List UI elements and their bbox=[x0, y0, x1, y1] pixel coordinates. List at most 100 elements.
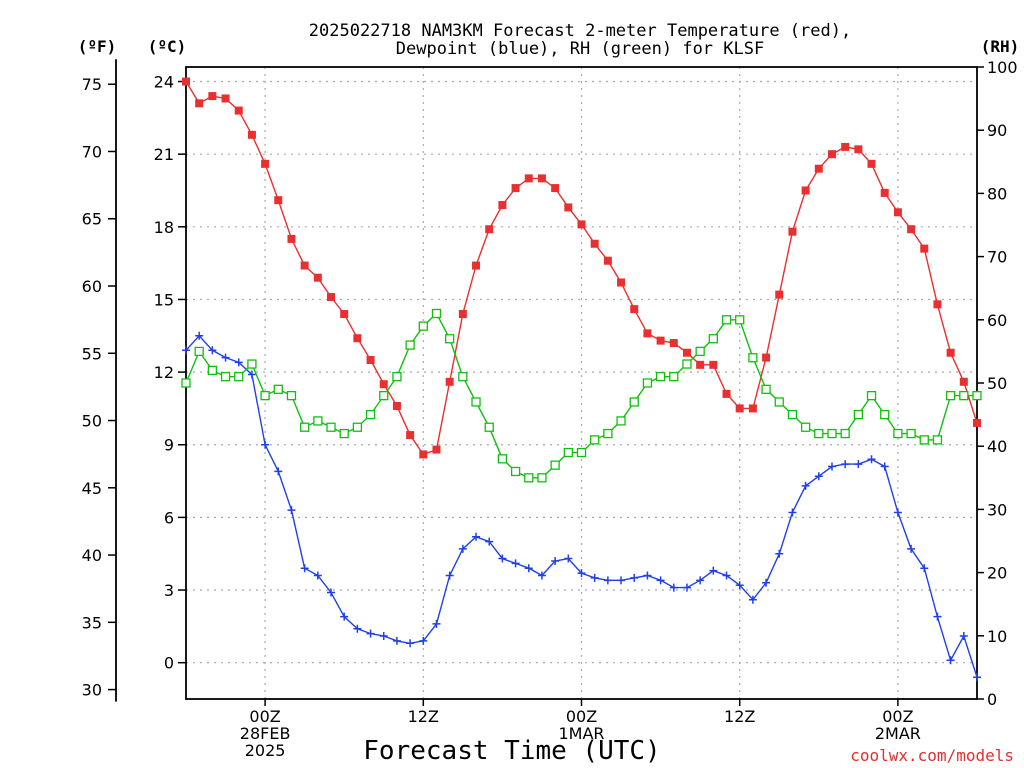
dewpoint-point bbox=[511, 559, 520, 568]
rh-point bbox=[932, 435, 943, 445]
rh-point bbox=[339, 428, 349, 439]
temperature-point bbox=[630, 305, 639, 314]
rh-tick-label: 70 bbox=[987, 248, 1007, 267]
temperature-point bbox=[313, 273, 322, 282]
temperature-point bbox=[419, 450, 428, 459]
rh-point bbox=[220, 372, 231, 382]
dewpoint-point bbox=[247, 370, 256, 379]
dewpoint-point bbox=[353, 624, 362, 633]
dewpoint-point bbox=[577, 569, 586, 578]
temperature-point bbox=[564, 203, 573, 212]
dewpoint-point bbox=[366, 629, 375, 638]
dewpoint-point bbox=[775, 549, 784, 558]
rh-point bbox=[194, 346, 204, 357]
rh-point bbox=[510, 466, 521, 477]
temperature-point bbox=[973, 418, 981, 427]
temperature-point bbox=[827, 150, 836, 159]
temperature-point bbox=[643, 329, 652, 338]
rh-point bbox=[708, 334, 718, 344]
temperature-point bbox=[524, 174, 533, 183]
rh-tick-label: 20 bbox=[987, 564, 1007, 583]
temperature-point bbox=[537, 174, 546, 183]
dewpoint-point bbox=[643, 571, 652, 580]
temperature-point bbox=[933, 300, 942, 309]
rh-tick-label: 10 bbox=[987, 627, 1007, 646]
temperature-point bbox=[406, 431, 415, 440]
dewpoint-point bbox=[300, 564, 309, 573]
rh-point bbox=[431, 308, 442, 319]
dewpoint-point bbox=[458, 544, 467, 553]
rh-point bbox=[827, 428, 837, 439]
rh-point bbox=[774, 397, 784, 407]
celsius-tick-label: 12 bbox=[154, 363, 174, 382]
chart-axes: 30 35 40 45 50 55 60 65 70 75 0 3 6 9 12 15 18 21 24 0 10 20 3… bbox=[82, 58, 1018, 760]
x-tick-label: 28FEB bbox=[240, 724, 291, 743]
celsius-tick-label: 21 bbox=[154, 145, 174, 164]
temperature-point bbox=[709, 360, 718, 369]
rh-point bbox=[299, 422, 310, 432]
dewpoint-point bbox=[788, 508, 797, 517]
rh-point bbox=[669, 372, 679, 382]
temperature-point bbox=[234, 106, 243, 115]
fahrenheit-tick-label: 50 bbox=[82, 412, 102, 431]
x-tick-label: 00Z bbox=[566, 707, 597, 726]
rh-point bbox=[590, 435, 600, 445]
celsius-tick-label: 18 bbox=[154, 218, 174, 237]
temperature-point bbox=[458, 309, 467, 318]
temperature-point bbox=[432, 445, 441, 454]
rh-tick-label: 100 bbox=[987, 58, 1018, 77]
dewpoint-point bbox=[907, 544, 916, 553]
dewpoint-point bbox=[313, 571, 322, 580]
temperature-point bbox=[247, 130, 256, 139]
fahrenheit-tick-label: 30 bbox=[82, 681, 102, 700]
rh-point bbox=[866, 390, 877, 401]
fahrenheit-tick-label: 40 bbox=[82, 546, 102, 565]
rh-point bbox=[537, 473, 547, 483]
dewpoint-point bbox=[669, 583, 678, 592]
x-axis-title: Forecast Time (UTC) bbox=[363, 736, 660, 766]
chart-title-line1: 2025022718 NAM3KM Forecast 2-meter Tempe… bbox=[309, 21, 851, 41]
chart-title-line2: Dewpoint (blue), RH (green) for KLSF bbox=[396, 39, 764, 59]
dewpoint-point bbox=[603, 576, 612, 585]
rh-point bbox=[893, 428, 903, 439]
credit-text: coolwx.com/models bbox=[850, 746, 1014, 765]
dewpoint-point bbox=[867, 455, 876, 464]
rh-point bbox=[840, 428, 850, 439]
dewpoint-point bbox=[537, 571, 546, 580]
temperature-point bbox=[340, 309, 349, 318]
temperature-point bbox=[748, 404, 757, 413]
dewpoint-point bbox=[564, 554, 573, 563]
dewpoint-point bbox=[814, 472, 823, 481]
rh-point bbox=[787, 409, 798, 420]
temperature-point bbox=[195, 99, 204, 108]
rh-point bbox=[721, 315, 732, 325]
dewpoint-point bbox=[432, 619, 441, 628]
rh-point bbox=[445, 334, 455, 344]
dewpoint-point bbox=[827, 462, 836, 471]
rh-point bbox=[550, 460, 560, 470]
temperature-point bbox=[946, 348, 955, 357]
dewpoint-point bbox=[406, 639, 415, 648]
rh-point bbox=[207, 365, 218, 376]
temperature-point bbox=[788, 227, 797, 236]
rh-point bbox=[735, 315, 745, 325]
dewpoint-point bbox=[946, 656, 955, 665]
grid-lines bbox=[186, 67, 977, 699]
rh-point bbox=[945, 390, 956, 401]
temperature-point bbox=[722, 389, 731, 398]
temperature-point bbox=[300, 261, 309, 270]
temperature-point bbox=[590, 239, 599, 248]
x-tick-label: 00Z bbox=[882, 707, 913, 726]
rh-point bbox=[471, 397, 481, 407]
temperature-point bbox=[511, 184, 520, 193]
rh-point bbox=[642, 378, 653, 388]
dewpoint-point bbox=[762, 578, 771, 587]
dewpoint-point bbox=[590, 573, 599, 582]
dewpoint-point bbox=[682, 583, 691, 592]
rh-point bbox=[629, 397, 639, 407]
x-tick-label: 1MAR bbox=[558, 724, 604, 743]
rh-point bbox=[365, 409, 376, 420]
dewpoint-point bbox=[287, 506, 296, 515]
dewpoint-point bbox=[182, 346, 190, 355]
dewpoint-point bbox=[485, 537, 494, 546]
